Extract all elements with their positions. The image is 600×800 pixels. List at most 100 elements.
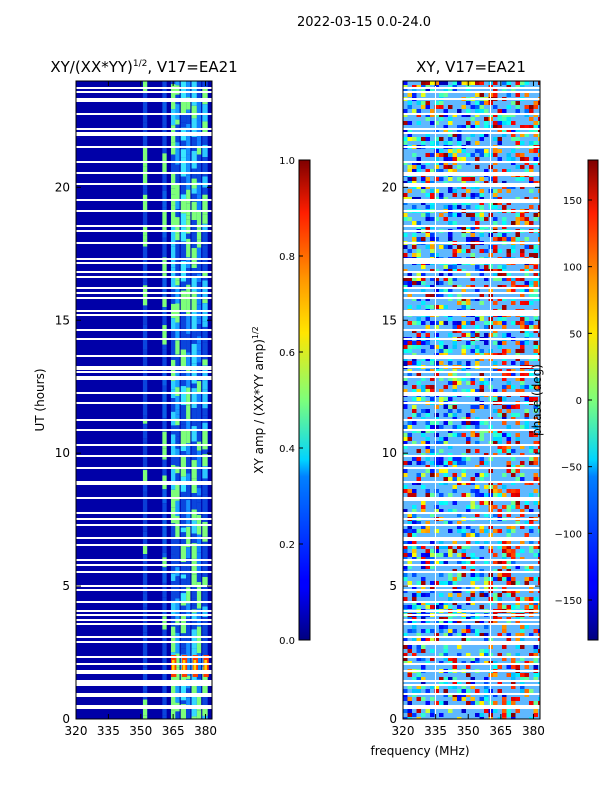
panel2-cell (484, 421, 489, 425)
panel1-cell (162, 597, 167, 612)
panel2-cell (529, 189, 534, 193)
panel1-cell (175, 179, 180, 184)
panel1-cell (162, 349, 167, 359)
panel2-cell (466, 361, 471, 365)
panel1-cell (191, 388, 197, 409)
panel2-cell (403, 253, 408, 257)
panel2-cell (448, 577, 453, 581)
panel2-cell (448, 137, 453, 141)
panel2-cell (511, 529, 516, 533)
panel2-cell (497, 249, 502, 253)
panel2-cell (479, 605, 484, 609)
panel2-cell (425, 525, 430, 529)
panel2-cell (520, 277, 525, 281)
panel2-cell (538, 605, 540, 609)
panel2-cell (493, 93, 498, 97)
panel1-cell (196, 198, 202, 211)
panel1-gap (76, 183, 212, 185)
panel2-cell (529, 149, 534, 153)
panel1-cell (175, 456, 180, 467)
panel1-cell (186, 688, 191, 698)
panel2-cell (434, 153, 439, 157)
panel1-cell (180, 140, 187, 150)
panel2-cell (416, 273, 421, 277)
panel1-cell (180, 194, 187, 200)
panel2-cell (475, 441, 480, 445)
panel1-cell (191, 150, 197, 169)
panel1-cell (162, 99, 167, 114)
panel1-cell (191, 460, 197, 479)
panel2-cell (470, 217, 475, 221)
panel2-cell (407, 649, 412, 653)
panel1-cell (175, 418, 180, 426)
panel2-cell (524, 325, 529, 329)
panel1-cell (180, 700, 187, 705)
panel2-gap (435, 81, 436, 719)
panel2-cell (479, 205, 484, 209)
panel2-cell (493, 513, 498, 517)
panel2-cell (412, 281, 417, 285)
panel1-cell (186, 368, 191, 374)
panel2-cell (407, 513, 412, 517)
panel2-cell (515, 633, 520, 637)
panel2-cell (412, 553, 417, 557)
panel2-cell (421, 485, 426, 489)
panel1-cell (193, 660, 197, 672)
panel2-cell (461, 553, 466, 557)
panel2-cell (466, 545, 471, 549)
panel1-cell (175, 516, 180, 525)
panel2-cell (412, 421, 417, 425)
panel1-cell (202, 380, 208, 390)
panel2-cell (497, 117, 502, 121)
panel2-cell (466, 273, 471, 277)
panel2-cell (533, 713, 538, 717)
panel2-cell (434, 549, 439, 553)
panel1-cell (162, 503, 167, 515)
panel1-cell (170, 359, 177, 381)
panel2-cell (524, 677, 529, 681)
panel2-cell (430, 293, 435, 297)
panel2-cell (479, 193, 484, 197)
panel2-cell (434, 165, 439, 169)
panel2-cell (524, 605, 529, 609)
panel2-cell (470, 529, 475, 533)
panel1-cell (180, 527, 187, 533)
panel2-cell (439, 605, 444, 609)
panel2-cell (475, 317, 480, 321)
panel2-cell (461, 629, 466, 633)
panel2-cell (434, 637, 439, 641)
panel2-cell (493, 321, 498, 325)
panel2-frame (402, 80, 541, 720)
panel2-cell (484, 561, 489, 565)
panel2-cell (515, 389, 520, 393)
panel2-cell (484, 529, 489, 533)
panel2-cell (515, 377, 520, 381)
panel1-cell (175, 280, 180, 286)
panel2-cell (412, 389, 417, 393)
panel2-cell (403, 381, 408, 385)
panel2-cell (407, 373, 412, 377)
panel2-cell (448, 333, 453, 337)
panel2-cell (443, 93, 448, 97)
panel2-cell (452, 385, 457, 389)
panel1-cell (191, 188, 197, 194)
panel2-cell (448, 153, 453, 157)
panel2-cell (412, 533, 417, 537)
panel2-cell (430, 549, 435, 553)
panel2-cell (434, 289, 439, 293)
panel2-cell (403, 553, 408, 557)
panel2-cell (439, 273, 444, 277)
panel1-gap (76, 98, 212, 102)
colorbar2-tick-label: −100 (555, 529, 582, 540)
panel2-cell (439, 169, 444, 173)
panel2-cell (511, 657, 516, 661)
panel1-cell (180, 122, 187, 128)
panel2-cell (448, 445, 453, 449)
panel2-cell (511, 361, 516, 365)
panel2-cell (511, 605, 516, 609)
panel2-cell (506, 533, 511, 537)
panel2-cell (511, 277, 516, 281)
panel2-cell (475, 573, 480, 577)
panel2-cell (533, 441, 538, 445)
panel2-cell (533, 277, 538, 281)
